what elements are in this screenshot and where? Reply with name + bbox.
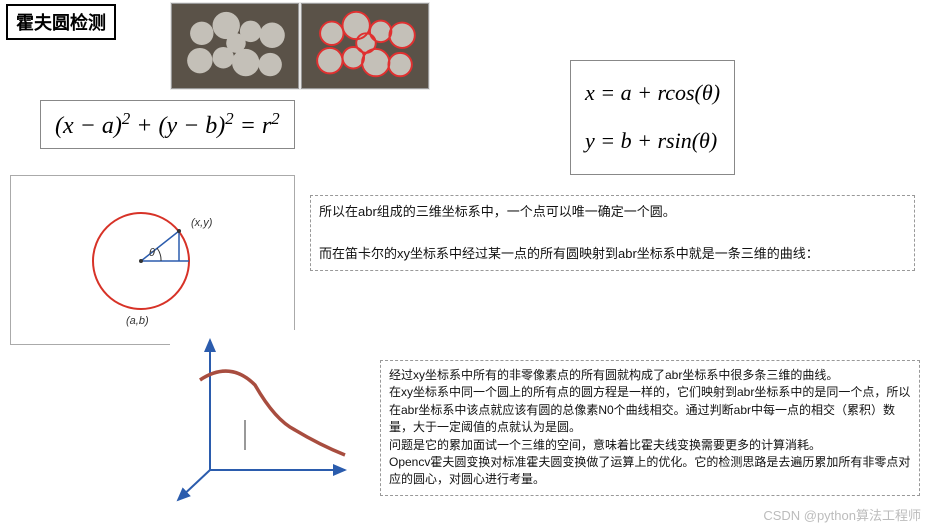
t1-line2: 而在笛卡尔的xy坐标系中经过某一点的所有圆映射到abr坐标系中就是一条三维的曲线…	[319, 244, 906, 265]
t2-line4: Opencv霍夫圆变换对标准霍夫圆变换做了运算上的优化。它的检测思路是去遍历累加…	[389, 454, 911, 489]
t2-line2: 在xy坐标系中同一个圆上的所有点的圆方程是一样的，它们映射到abr坐标系中的是同…	[389, 384, 911, 436]
svg-text:(x,y): (x,y)	[191, 217, 213, 229]
t1-line1: 所以在abr组成的三维坐标系中，一个点可以唯一确定一个圆。	[319, 202, 906, 223]
circle-equation: (x − a)2 + (y − b)2 = r2	[40, 100, 295, 149]
t2-line3: 问题是它的累加面试一个三维的空间，意味着比霍夫线变换需要更多的计算消耗。	[389, 437, 911, 454]
coin-image-detected	[301, 3, 429, 89]
svg-text:(a,b): (a,b)	[126, 315, 149, 327]
parametric-equations: x = a + rcos(θ) y = b + rsin(θ)	[570, 60, 735, 175]
text-block-1: 所以在abr组成的三维坐标系中，一个点可以唯一确定一个圆。 而在笛卡尔的xy坐标…	[310, 195, 915, 271]
coin-images-container	[170, 2, 430, 90]
param-x-eq: x = a + rcos(θ)	[585, 69, 720, 117]
page-title: 霍夫圆检测	[6, 4, 116, 40]
abr-3d-diagram	[170, 330, 360, 505]
svg-text:θ: θ	[149, 247, 155, 259]
coin-image-original	[171, 3, 299, 89]
circle-diagram: (x,y) (a,b) θ	[10, 175, 295, 345]
t2-line1: 经过xy坐标系中所有的非零像素点的所有圆就构成了abr坐标系中很多条三维的曲线。	[389, 367, 911, 384]
param-y-eq: y = b + rsin(θ)	[585, 117, 720, 165]
csdn-watermark: CSDN @python算法工程师	[763, 505, 921, 524]
text-block-2: 经过xy坐标系中所有的非零像素点的所有圆就构成了abr坐标系中很多条三维的曲线。…	[380, 360, 920, 496]
